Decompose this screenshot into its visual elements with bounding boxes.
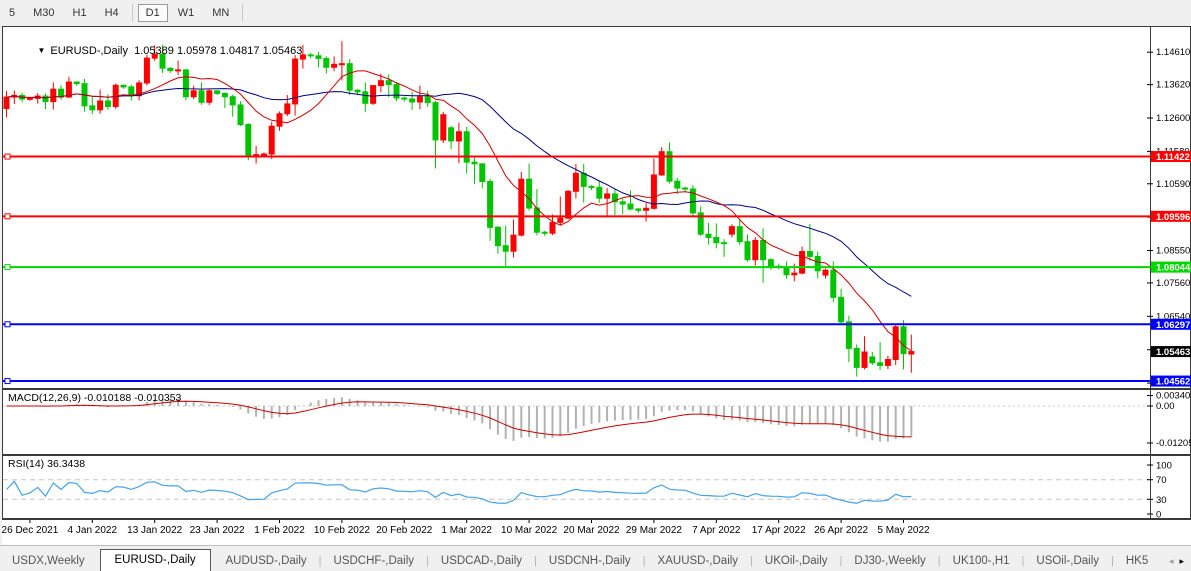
timeframe-button-m30[interactable]: M30 — [33, 7, 55, 19]
svg-text:30: 30 — [1156, 495, 1167, 506]
tabs-scroll-right-icon[interactable]: ▸ — [1179, 556, 1184, 566]
svg-text:29 Mar 2022: 29 Mar 2022 — [626, 525, 683, 536]
tab-separator: | — [1021, 555, 1025, 567]
svg-text:1.05463: 1.05463 — [1156, 347, 1190, 358]
svg-text:1.06540: 1.06540 — [1156, 311, 1190, 322]
svg-text:1.07560: 1.07560 — [1156, 278, 1190, 289]
svg-text:100: 100 — [1156, 461, 1172, 472]
svg-text:-0.01205: -0.01205 — [1156, 438, 1191, 449]
tab-separator: | — [642, 555, 646, 567]
svg-text:1.08550: 1.08550 — [1156, 246, 1190, 257]
tab-separator: | — [1111, 555, 1114, 567]
tab-separator: | — [839, 555, 843, 567]
timeframe-button-h1[interactable]: H1 — [72, 7, 87, 19]
svg-text:0: 0 — [1156, 510, 1161, 520]
svg-text:0.003408: 0.003408 — [1156, 391, 1191, 402]
toolbar-separator — [242, 4, 244, 22]
svg-text:70: 70 — [1156, 475, 1167, 486]
chart-tab-usdx-weekly[interactable]: USDX,Weekly — [12, 555, 85, 567]
svg-text:1.06297: 1.06297 — [1156, 320, 1190, 331]
svg-text:1.09596: 1.09596 — [1156, 212, 1190, 223]
tab-separator: | — [750, 555, 753, 567]
macd-canvas[interactable]: 0.0034080.00 -0.01205 — [2, 389, 1191, 455]
toolbar-separator — [131, 4, 133, 22]
svg-text:10 Feb 2022: 10 Feb 2022 — [314, 525, 371, 536]
svg-text:5 May 2022: 5 May 2022 — [877, 525, 930, 536]
svg-text:1.04562: 1.04562 — [1156, 377, 1190, 388]
timeframe-button-mn[interactable]: MN — [212, 7, 230, 19]
tab-separator: | — [534, 555, 537, 567]
chart-window: 1.146101.136201.126001.115801.105901.095… — [2, 26, 1191, 545]
tabs-scroll-left-icon[interactable]: ◂ — [1168, 556, 1174, 566]
svg-text:1.11422: 1.11422 — [1156, 152, 1190, 163]
chart-tab-usdcnh-daily[interactable]: USDCNH-,Daily — [548, 555, 631, 567]
svg-text:1 Mar 2022: 1 Mar 2022 — [441, 525, 492, 536]
macd-label: MACD(12,26,9) -0.010188 -0.010353 — [8, 392, 182, 404]
chart-tab-eurusd-daily[interactable]: EURUSD-,Daily — [99, 549, 211, 571]
timeframe-button-h4[interactable]: H4 — [104, 7, 119, 19]
svg-text:10 Mar 2022: 10 Mar 2022 — [501, 525, 558, 536]
chart-tab-dj30-weekly[interactable]: DJ30-,Weekly — [854, 555, 926, 567]
chart-dropdown-arrow-icon[interactable]: ▼ — [37, 46, 46, 55]
svg-text:23 Jan 2022: 23 Jan 2022 — [190, 525, 245, 536]
chart-tab-usdcad-daily[interactable]: USDCAD-,Daily — [440, 555, 523, 567]
candlestick-canvas[interactable]: 1.146101.136201.126001.115801.105901.095… — [2, 26, 1191, 389]
svg-text:26 Dec 2021: 26 Dec 2021 — [2, 525, 59, 536]
chart-tabbar: USDX,Weekly | EURUSD-,Daily | AUDUSD-,Daily |… — [0, 545, 1191, 571]
rsi-panel[interactable]: 100 70 30 0 RSI(14) 36.3438 — [2, 455, 1191, 519]
rsi-canvas[interactable]: 100 70 30 0 — [2, 455, 1191, 519]
chart-tab-usoil-daily[interactable]: USOil-,Daily — [1036, 555, 1100, 567]
svg-text:20 Feb 2022: 20 Feb 2022 — [376, 525, 433, 536]
macd-panel[interactable]: 0.0034080.00 -0.01205 MACD(12,26,9) -0.01… — [2, 389, 1191, 455]
svg-text:1.12600: 1.12600 — [1156, 113, 1190, 124]
svg-text:17 Apr 2022: 17 Apr 2022 — [752, 525, 806, 536]
chart-symbol-label: EURUSD-,Daily — [50, 45, 128, 57]
svg-text:4 Jan 2022: 4 Jan 2022 — [68, 525, 118, 536]
svg-text:1.10590: 1.10590 — [1156, 179, 1190, 190]
chart-tab-usdchf-daily[interactable]: USDCHF-,Daily — [333, 555, 415, 567]
chart-tab-uk100-h1[interactable]: UK100-,H1 — [952, 555, 1010, 567]
svg-text:1 Feb 2022: 1 Feb 2022 — [254, 525, 305, 536]
tab-separator: | — [318, 555, 322, 567]
svg-text:1.14610: 1.14610 — [1156, 47, 1190, 58]
tab-separator: | — [937, 555, 941, 567]
chart-ohlc-values: 1.05389 1.05978 1.04817 1.05463 — [134, 45, 303, 57]
svg-text:0.00: 0.00 — [1156, 401, 1175, 412]
chart-tab-xauusd-daily[interactable]: XAUUSD-,Daily — [657, 555, 739, 567]
svg-text:1.13620: 1.13620 — [1156, 80, 1190, 91]
svg-text:13 Jan 2022: 13 Jan 2022 — [127, 525, 182, 536]
svg-text:1.08044: 1.08044 — [1156, 263, 1191, 274]
svg-text:7 Apr 2022: 7 Apr 2022 — [692, 525, 741, 536]
time-axis: 26 Dec 2021 4 Jan 2022 13 Jan 2022 23 Jan 2… — [2, 519, 1191, 545]
chart-tab-ukoil-daily[interactable]: UKOil-,Daily — [764, 555, 828, 567]
price-chart-panel[interactable]: 1.146101.136201.126001.115801.105901.095… — [2, 26, 1191, 389]
chart-tab-hk5[interactable]: HK5 — [1125, 555, 1149, 567]
timeframe-button-d1[interactable]: D1 — [137, 4, 168, 22]
timeframe-button-5[interactable]: 5 — [9, 7, 16, 19]
svg-text:20 Mar 2022: 20 Mar 2022 — [563, 525, 620, 536]
tab-separator: | — [426, 555, 429, 567]
timeframe-toolbar: 5 M30 H1 H4 D1 W1 MN — [0, 0, 1191, 26]
timeframe-button-w1[interactable]: W1 — [177, 7, 195, 19]
chart-title: ▼ EURUSD-,Daily 1.05389 1.05978 1.04817 1… — [13, 33, 302, 69]
rsi-label: RSI(14) 36.3438 — [8, 458, 86, 470]
chart-tab-audusd-daily[interactable]: AUDUSD-,Daily — [225, 555, 307, 567]
svg-text:26 Apr 2022: 26 Apr 2022 — [814, 525, 868, 536]
